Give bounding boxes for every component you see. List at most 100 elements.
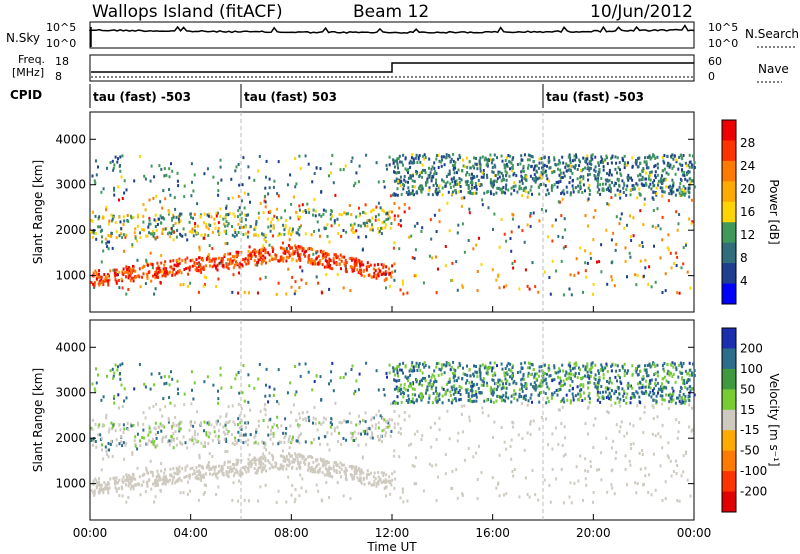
power-cell <box>577 190 580 194</box>
nsearch-tick-low: 10^0 <box>708 37 738 50</box>
velocity-cell <box>503 440 506 444</box>
velocity-cell <box>365 443 368 447</box>
velocity-cell <box>299 473 302 477</box>
velocity-cell <box>560 467 563 471</box>
power-cell <box>408 235 411 239</box>
power-cell <box>238 183 241 187</box>
velocity-cell <box>406 376 408 380</box>
velocity-cell <box>500 362 503 366</box>
power-cell <box>504 159 507 162</box>
velocity-cell <box>510 374 513 378</box>
power-cell <box>269 209 272 213</box>
velocity-cell <box>145 480 148 484</box>
power-cell <box>193 173 196 177</box>
power-cell <box>636 183 639 187</box>
power-cell <box>377 218 380 222</box>
velocity-cell <box>356 476 359 480</box>
velocity-cell <box>602 373 605 377</box>
velocity-cell <box>310 455 312 459</box>
power-cell <box>437 166 440 169</box>
velocity-cell <box>313 405 316 409</box>
power-cell <box>164 227 167 231</box>
power-cell <box>617 179 620 183</box>
velocity-cell <box>134 444 137 448</box>
power-cell <box>265 240 267 244</box>
power-cell <box>572 178 574 182</box>
velocity-cell <box>566 398 569 402</box>
velocity-cell <box>641 449 644 453</box>
power-cell <box>305 249 308 253</box>
velocity-cell <box>155 402 158 406</box>
velocity-cell <box>594 417 597 421</box>
power-cell <box>600 177 603 180</box>
velocity-cell <box>572 386 574 390</box>
power-cell <box>572 187 575 191</box>
power-cell <box>219 158 222 162</box>
velocity-cell <box>545 382 548 386</box>
velocity-cell <box>401 487 404 491</box>
velocity-cell <box>524 476 527 480</box>
velocity-cell <box>383 393 386 397</box>
power-cell <box>241 183 244 187</box>
power-cell <box>548 276 551 279</box>
power-cell <box>150 164 153 168</box>
velocity-cell <box>357 388 360 392</box>
power-cell <box>171 273 174 277</box>
velocity-cell <box>263 455 266 458</box>
power-cell <box>379 206 382 210</box>
colorbar-swatch <box>722 283 736 305</box>
velocity-cell <box>467 395 470 399</box>
velocity-cell <box>452 367 455 371</box>
power-cell <box>657 224 660 228</box>
velocity-cell <box>613 492 616 496</box>
velocity-cell <box>91 443 94 447</box>
power-cell <box>294 185 297 189</box>
velocity-cell <box>614 401 617 405</box>
velocity-cell <box>173 404 176 408</box>
power-cell <box>453 163 456 167</box>
velocity-cell <box>632 442 635 446</box>
power-cell <box>618 192 621 196</box>
power-cell <box>520 187 523 190</box>
velocity-cell <box>569 372 572 376</box>
velocity-cell <box>457 391 460 394</box>
power-cell <box>319 234 321 238</box>
velocity-cell <box>526 431 529 435</box>
power-cell <box>686 164 689 168</box>
velocity-cell <box>187 474 190 478</box>
velocity-cell <box>649 365 652 369</box>
velocity-cell <box>503 374 506 378</box>
power-cell <box>113 188 115 192</box>
power-cell <box>259 251 262 255</box>
power-cell <box>207 227 210 231</box>
power-cell <box>650 187 653 191</box>
velocity-cell <box>611 363 614 367</box>
power-cell <box>563 217 566 221</box>
power-cell <box>380 226 382 230</box>
power-cell <box>300 278 303 282</box>
power-cell <box>247 261 250 265</box>
power-cell <box>213 217 216 221</box>
velocity-cell <box>267 400 270 404</box>
velocity-cell <box>171 426 173 430</box>
velocity-cell <box>329 425 332 429</box>
velocity-cell <box>465 390 468 394</box>
power-cell <box>294 250 297 254</box>
velocity-cell <box>510 400 513 404</box>
velocity-cell <box>168 478 171 482</box>
velocity-cell <box>665 379 668 383</box>
power-cell <box>527 166 529 170</box>
power-cell <box>621 157 624 161</box>
power-cell <box>134 227 137 231</box>
velocity-cell <box>475 399 478 403</box>
power-cell <box>258 248 261 252</box>
velocity-cell <box>119 372 121 375</box>
velocity-cell <box>104 445 107 449</box>
power-cell <box>141 266 144 270</box>
power-cell <box>603 159 605 163</box>
power-cell <box>537 290 540 294</box>
power-cell <box>157 266 160 270</box>
power-cell <box>615 215 618 219</box>
power-cell <box>334 193 337 197</box>
power-cell <box>594 169 597 173</box>
